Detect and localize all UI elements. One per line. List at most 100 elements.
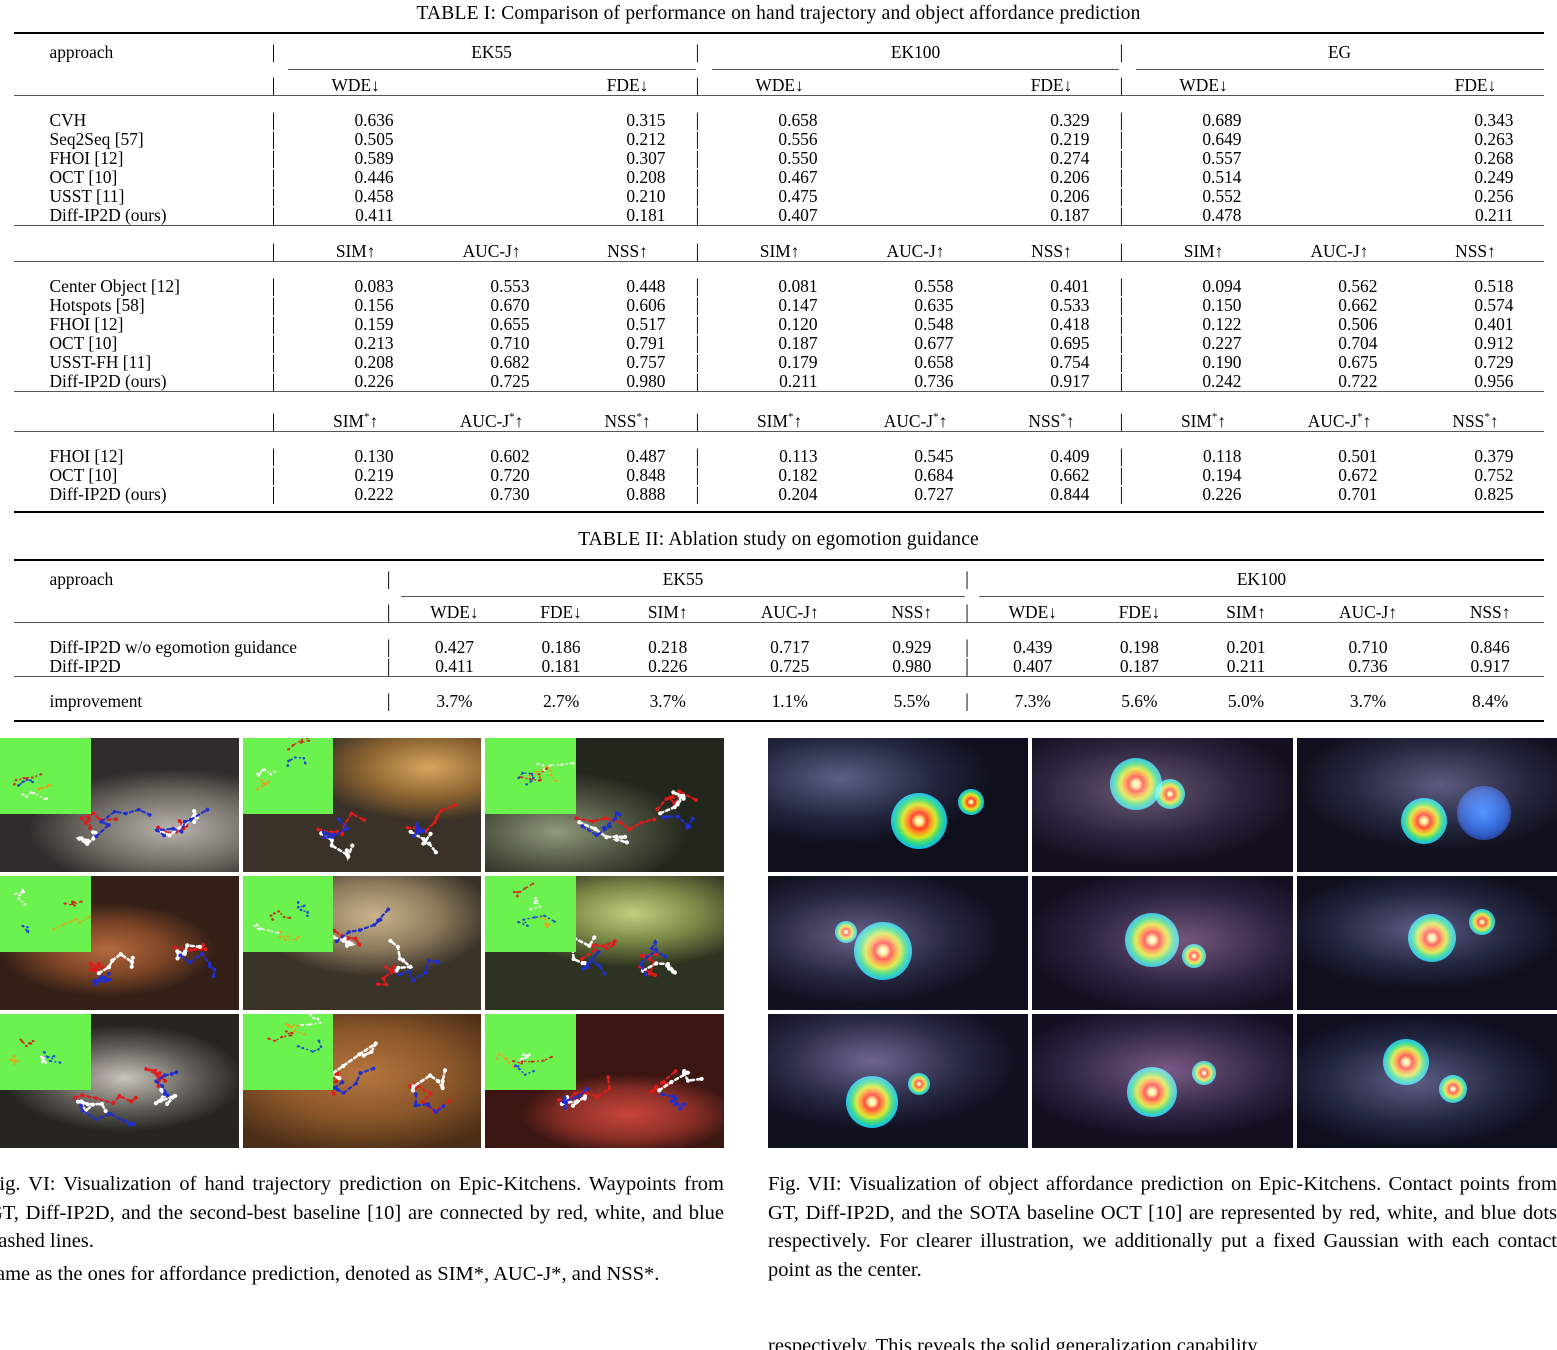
column-separator-pipe: | — [271, 483, 276, 505]
trajectory-overlay — [485, 738, 724, 872]
empty-cell — [424, 206, 560, 226]
cell-sim: 0.211 — [1226, 655, 1266, 676]
figure-7-image-counter-pot-stirring — [1032, 876, 1293, 1010]
figure-6-image-sink-bottle-washing — [242, 876, 482, 1010]
cell-sim: 0.226 — [1202, 483, 1242, 504]
column-separator-pipe: | — [1119, 241, 1124, 262]
affordance-heatmap-blob — [835, 921, 858, 944]
column-separator-pipe: | — [1119, 295, 1124, 316]
column-separator-pipe: | — [695, 333, 700, 354]
column-separator-pipe: | — [695, 186, 700, 207]
cell-nss: 0.574 — [1474, 295, 1514, 315]
table-2-metric-rule-row — [13, 621, 1544, 631]
table-2-metric-wde-ek55: WDE↓ — [430, 601, 479, 622]
cell-nss: 0.846 — [1470, 636, 1510, 657]
table-row-label: Diff-IP2D (ours) — [49, 483, 167, 504]
column-separator-pipe: | — [1119, 167, 1124, 188]
cell-wde: 0.550 — [778, 148, 818, 168]
trajectory-inset-panel — [485, 876, 577, 953]
cell-nss: 0.379 — [1474, 445, 1514, 466]
column-separator-pipe: | — [1119, 352, 1124, 373]
cell-aucj: 0.558 — [914, 276, 954, 296]
kitchen-scene-tinted — [768, 1014, 1029, 1148]
column-separator-pipe: | — [1119, 483, 1124, 505]
table-2-group-underline-row — [14, 588, 1544, 597]
table-row: Seq2Seq [57] | 0.505 0.212 | 0.556 0.219 | 0.649… — [14, 130, 1544, 149]
cell-aucj: 0.704 — [1338, 333, 1378, 353]
table-1-metric-aucj-ek100: AUC-J↑ — [886, 241, 945, 261]
column-separator-pipe: | — [271, 241, 276, 262]
cell-wde: 0.556 — [778, 129, 818, 149]
cell-nss: 0.401 — [1474, 314, 1514, 334]
table-row-label: USST-FH [11] — [49, 352, 152, 372]
table-row-label: Center Object [12] — [49, 276, 180, 296]
column-separator-pipe: | — [271, 464, 276, 486]
table-2-metric-nss-ek55: NSS↑ — [891, 601, 933, 622]
column-separator-pipe: | — [1119, 110, 1124, 131]
cell-aucj: 0.736 — [914, 371, 954, 391]
cell-aucj: 0.602 — [490, 445, 530, 466]
cell-nss: 0.844 — [1050, 483, 1090, 504]
column-separator-pipe: | — [695, 276, 700, 297]
column-separator-pipe: | — [1119, 410, 1124, 432]
cell-wde: 0.411 — [435, 655, 474, 676]
table-1-dataset-ek100: EK100 — [890, 42, 941, 62]
table-row: FHOI [12] | 0.159 0.655 0.517 | 0.120 0.548 0.41… — [14, 315, 1544, 334]
cell-fde: 0.210 — [626, 186, 666, 206]
column-separator-pipe: | — [386, 601, 391, 623]
cell-nss: 0.401 — [1050, 276, 1090, 296]
cell-nss: 0.518 — [1474, 276, 1514, 296]
cell-nss: 0.825 — [1474, 483, 1514, 504]
cell-fde: 0.307 — [626, 148, 666, 168]
cell-wde: 0.407 — [778, 205, 818, 225]
cell-wde: 0.557 — [1202, 148, 1242, 168]
column-separator-pipe: | — [1119, 371, 1124, 392]
cell-aucj: 0.710 — [1348, 636, 1388, 657]
cell-improvement: 2.7% — [542, 690, 580, 711]
empty-cell — [1272, 149, 1408, 168]
cell-sim: 0.222 — [354, 483, 394, 504]
table-row: OCT [10] | 0.446 0.208 | 0.467 0.206 | 0.514 0.24… — [14, 168, 1544, 187]
column-separator-pipe: | — [1119, 276, 1124, 297]
table-1-metric-aucj-eg: AUC-J↑ — [1310, 241, 1369, 261]
cell-aucj: 0.672 — [1338, 464, 1378, 485]
table-2-metric-sim-ek100: SIM↑ — [1226, 601, 1266, 622]
cell-improvement: 5.0% — [1227, 690, 1265, 711]
column-separator-pipe: | — [1119, 314, 1124, 335]
column-separator-pipe: | — [1119, 333, 1124, 354]
improvement-label: improvement — [49, 690, 143, 711]
cell-sim: 0.120 — [778, 314, 818, 334]
cell-wde: 0.446 — [354, 167, 394, 187]
cell-improvement: 7.3% — [1014, 690, 1051, 711]
figure-6-image-grapes-counter-reach — [485, 876, 724, 1010]
column-separator-pipe: | — [1119, 75, 1124, 96]
table-1-group-underline-row — [14, 62, 1544, 70]
table-row: OCT [10] | 0.213 0.710 0.791 | 0.187 0.677 0.695… — [14, 334, 1544, 353]
table-1-bottom-rule — [13, 503, 1544, 513]
table-1-block1-metric-row: | WDE↓ FDE↓ | WDE↓ FDE↓ | WDE↓ FDE↓ — [14, 70, 1544, 96]
column-separator-pipe: | — [695, 314, 700, 335]
empty-cell — [1272, 104, 1408, 130]
table-2-improvement-body: improvement | 3.7% 2.7% 3.7% 1.1% 5.5% | 7.3% 5.6… — [14, 685, 1544, 713]
column-separator-pipe: | — [271, 205, 276, 226]
cell-aucj: 0.727 — [914, 483, 954, 504]
table-1-block3-body: FHOI [12] | 0.130 0.602 0.487 | 0.113 0.545 0.40… — [14, 440, 1544, 505]
cell-aucj: 0.722 — [1338, 371, 1378, 391]
cell-wde: 0.407 — [1013, 655, 1053, 676]
figure-6-image-cutting-board-plate — [0, 1014, 239, 1148]
column-separator-pipe: | — [1119, 445, 1124, 467]
cell-aucj: 0.501 — [1338, 445, 1378, 466]
table-2-bottom-rule — [13, 712, 1544, 722]
cell-sim: 0.159 — [354, 314, 394, 334]
cell-aucj: 0.701 — [1338, 483, 1378, 504]
table-1-metric-sim-star-eg: SIM*↑ — [1180, 410, 1227, 431]
table-2-metric-fde-ek55: FDE↓ — [540, 601, 582, 622]
affordance-heatmap-blob — [846, 1076, 899, 1129]
cell-sim: 0.182 — [778, 464, 818, 485]
column-separator-pipe: | — [1119, 148, 1124, 169]
cell-wde: 0.467 — [778, 167, 818, 187]
cell-sim: 0.208 — [354, 352, 394, 372]
cell-sim: 0.204 — [778, 483, 818, 504]
table-1-approach-header: approach — [49, 42, 114, 62]
table-2-metric-aucj-ek55: AUC-J↑ — [760, 601, 819, 622]
